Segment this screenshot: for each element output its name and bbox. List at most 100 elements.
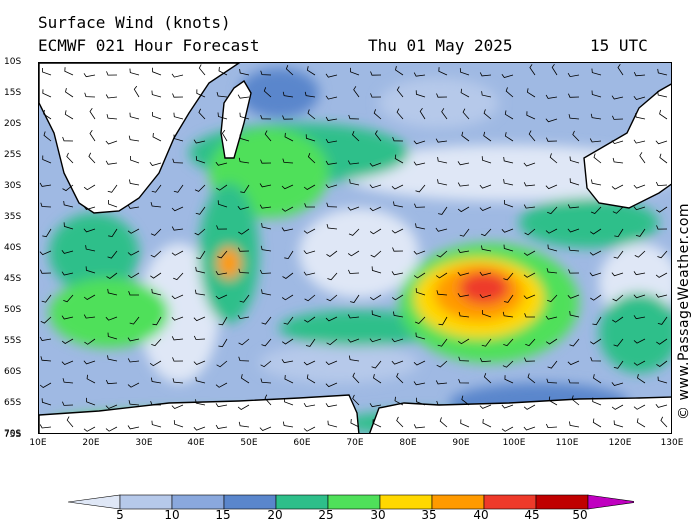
wind-barb (482, 418, 492, 428)
wind-barb (150, 272, 162, 279)
wind-barb (61, 271, 74, 276)
wind-barb (502, 360, 514, 368)
wind-barb (503, 272, 514, 281)
wind-barb (107, 288, 118, 296)
wind-barb (303, 184, 316, 190)
wind-barb (633, 271, 646, 276)
legend-swatch (327, 494, 381, 510)
wind-barb (413, 250, 426, 255)
wind-barb (481, 91, 492, 98)
wind-barb (39, 182, 52, 187)
legend-tick: 45 (524, 508, 540, 522)
wind-barb (127, 425, 140, 430)
wind-barb (396, 372, 404, 384)
wind-barb (545, 118, 558, 123)
wind-barb (172, 158, 184, 164)
wind-barb (215, 424, 228, 429)
wind-barb (569, 178, 580, 186)
wind-barb (218, 338, 228, 348)
wind-barb (304, 203, 315, 208)
wind-barb (589, 138, 602, 143)
wind-barb (347, 314, 360, 319)
legend-swatch (275, 494, 329, 510)
wind-barb (635, 113, 646, 120)
wind-barb (479, 72, 492, 77)
wind-barb (502, 311, 514, 318)
wind-barb (633, 139, 646, 144)
wind-barb (171, 250, 184, 256)
wind-barb (413, 161, 426, 166)
wind-barb (567, 228, 580, 233)
wind-barb (326, 202, 338, 208)
wind-barb (259, 426, 272, 431)
wind-barb (633, 315, 646, 320)
wind-barb (611, 140, 624, 145)
wind-barb (86, 374, 96, 384)
wind-barb (415, 288, 426, 296)
wind-barb (546, 268, 558, 274)
wind-barb (611, 382, 624, 386)
wind-barb (260, 360, 272, 368)
wind-barb (524, 228, 536, 236)
wind-barb (195, 266, 206, 274)
wind-barb (457, 161, 470, 166)
wind-barb (282, 272, 294, 279)
wind-barb (591, 179, 602, 186)
wind-barb (569, 310, 580, 318)
wind-barb (391, 228, 404, 234)
wind-barb (655, 293, 668, 298)
wind-barb (369, 162, 382, 167)
wind-barb (353, 86, 360, 98)
wind-barb (369, 184, 382, 189)
wind-barb (304, 316, 316, 323)
lat-label: 75S (4, 430, 22, 440)
wind-barb (547, 360, 558, 369)
wind-barb (171, 316, 184, 321)
wind-barb (303, 250, 316, 255)
forecast-date: Thu 01 May 2025 (368, 36, 513, 55)
wind-barb (482, 309, 492, 318)
wind-barb (66, 152, 74, 164)
lon-label: 10E (29, 438, 47, 448)
lat-label: 70S (4, 429, 22, 439)
wind-barb (350, 67, 360, 76)
lat-label: 35S (4, 212, 22, 222)
wind-barb (634, 250, 646, 258)
wind-barb (438, 206, 448, 215)
wind-barb (435, 380, 448, 385)
wind-barb (216, 184, 228, 191)
land-masses (39, 63, 671, 433)
wind-barb (238, 157, 250, 164)
wind-barb (216, 360, 228, 368)
wind-barb (504, 375, 514, 384)
wind-barb (281, 294, 294, 301)
wind-barb (259, 204, 272, 209)
wind-barb (215, 161, 228, 166)
wind-barb (459, 68, 470, 76)
wind-barb (43, 131, 52, 142)
wind-barb (567, 360, 580, 366)
wind-barb (437, 338, 448, 347)
wind-barb (284, 397, 294, 406)
lon-label: 90E (452, 438, 470, 448)
wind-barb (195, 206, 206, 215)
wind-barb (237, 205, 250, 210)
wind-barb (567, 294, 580, 299)
wind-barb (40, 316, 52, 324)
wind-barb (551, 63, 558, 76)
lon-label: 50E (240, 438, 258, 448)
wind-barb (83, 228, 96, 233)
wind-barb (504, 132, 514, 142)
wind-barb (457, 206, 470, 213)
wind-barb (568, 378, 580, 384)
wind-barb (263, 87, 272, 98)
wind-barb (106, 71, 118, 76)
wind-barb (347, 250, 360, 257)
wind-barb (89, 107, 96, 120)
wind-barb (61, 249, 74, 254)
wind-barb (393, 201, 404, 208)
wind-barb (657, 376, 668, 384)
wind-barb (523, 426, 536, 431)
wind-barb (129, 68, 140, 76)
wind-barb (523, 182, 536, 187)
